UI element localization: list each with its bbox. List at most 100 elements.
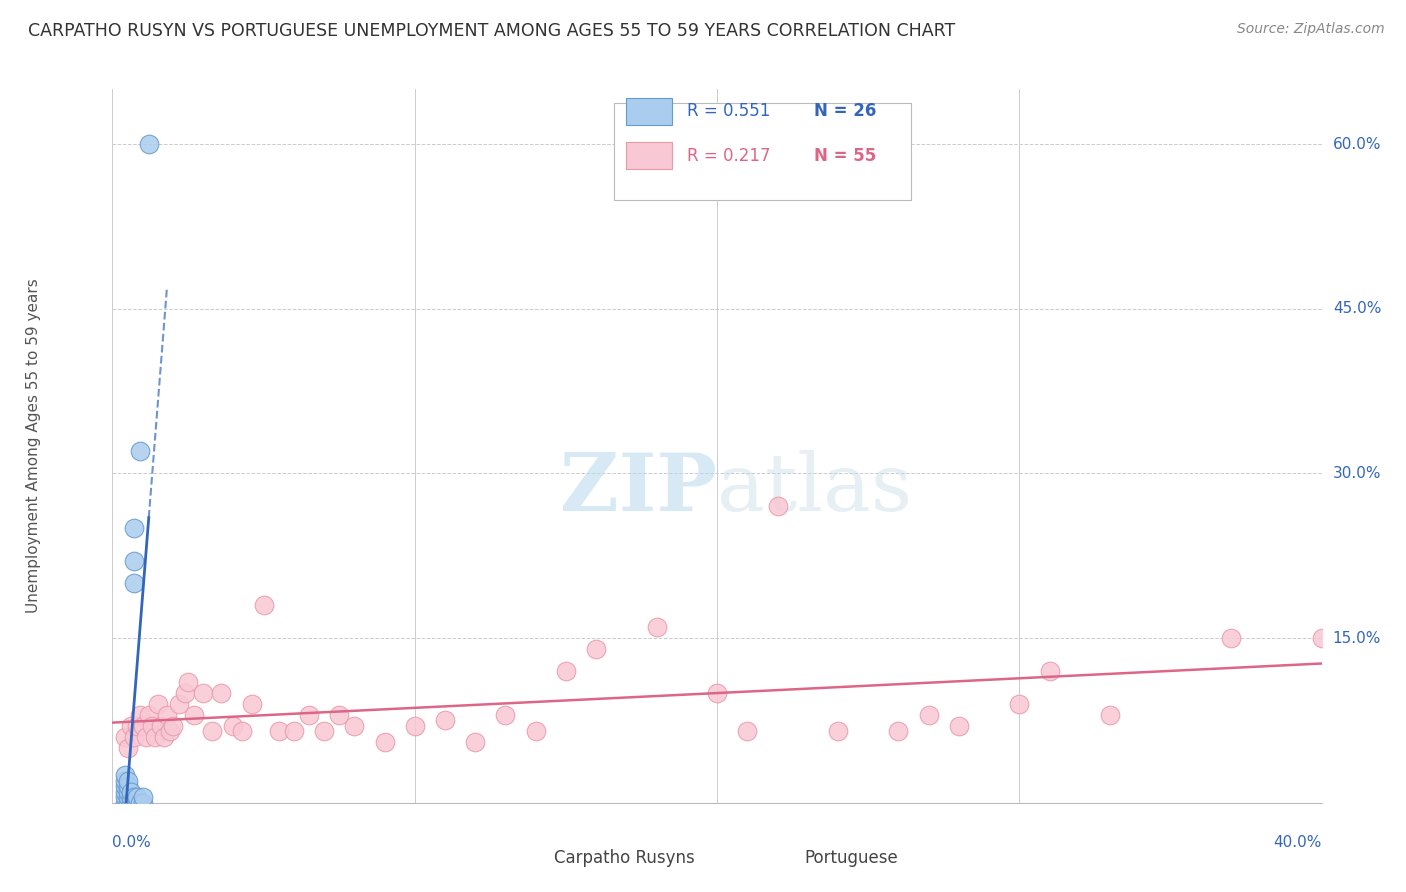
Point [114, 768, 136, 782]
Point [183, 708, 205, 723]
Text: Carpatho Rusyns: Carpatho Rusyns [554, 849, 695, 867]
Point [1310, 631, 1333, 645]
Point [141, 719, 163, 733]
Text: R = 0.217: R = 0.217 [686, 146, 770, 164]
Point [222, 719, 245, 733]
Point [114, 790, 136, 805]
Point [132, 796, 155, 810]
Text: CARPATHO RUSYN VS PORTUGUESE UNEMPLOYMENT AMONG AGES 55 TO 59 YEARS CORRELATION : CARPATHO RUSYN VS PORTUGUESE UNEMPLOYMEN… [28, 22, 955, 40]
Text: N = 26: N = 26 [814, 103, 876, 120]
Point [149, 719, 172, 733]
Point [209, 686, 232, 700]
Point [240, 697, 263, 711]
Point [114, 785, 136, 799]
Point [125, 790, 148, 805]
Point [117, 740, 139, 755]
Point [122, 796, 145, 810]
Point [122, 576, 145, 591]
Point [231, 724, 253, 739]
Text: 0.0%: 0.0% [112, 835, 152, 850]
Point [135, 730, 157, 744]
Point [132, 790, 155, 805]
Point [122, 730, 145, 744]
Point [138, 137, 160, 152]
Point [191, 686, 214, 700]
Point [404, 719, 426, 733]
Point [267, 724, 290, 739]
Point [117, 785, 139, 799]
Text: N = 55: N = 55 [814, 146, 876, 164]
Point [554, 664, 576, 678]
Point [464, 735, 486, 749]
Point [114, 730, 136, 744]
Point [117, 780, 139, 794]
Point [120, 790, 142, 805]
Text: Portuguese: Portuguese [804, 849, 898, 867]
Point [1038, 664, 1062, 678]
Point [343, 719, 366, 733]
Text: 40.0%: 40.0% [1274, 835, 1322, 850]
Point [827, 724, 849, 739]
Point [887, 724, 910, 739]
Point [201, 724, 224, 739]
Point [585, 642, 607, 657]
Point [1008, 697, 1031, 711]
Text: R = 0.551: R = 0.551 [686, 103, 770, 120]
Point [645, 620, 668, 634]
Point [117, 796, 139, 810]
Point [153, 730, 176, 744]
Point [174, 686, 197, 700]
Point [177, 675, 200, 690]
Text: ZIP: ZIP [560, 450, 717, 528]
Point [117, 790, 139, 805]
Point [122, 790, 145, 805]
Point [114, 780, 136, 794]
Point [328, 708, 350, 723]
Point [162, 719, 184, 733]
Point [114, 796, 136, 810]
Point [283, 724, 305, 739]
Point [120, 796, 142, 810]
Text: 15.0%: 15.0% [1333, 631, 1381, 646]
Bar [754, 847, 792, 869]
Point [125, 719, 148, 733]
Point [120, 785, 142, 799]
Point [524, 724, 547, 739]
Point [114, 773, 136, 788]
Text: 45.0%: 45.0% [1333, 301, 1381, 317]
Point [146, 697, 169, 711]
Text: Source: ZipAtlas.com: Source: ZipAtlas.com [1237, 22, 1385, 37]
Bar [506, 847, 544, 869]
Bar [626, 142, 672, 169]
Point [1098, 708, 1121, 723]
Text: Unemployment Among Ages 55 to 59 years: Unemployment Among Ages 55 to 59 years [27, 278, 41, 614]
Point [1220, 631, 1243, 645]
Point [918, 708, 941, 723]
Point [132, 719, 155, 733]
Point [143, 730, 166, 744]
Point [120, 719, 142, 733]
Text: 30.0%: 30.0% [1333, 466, 1381, 481]
Point [128, 444, 150, 458]
Point [495, 708, 517, 723]
Point [122, 554, 145, 568]
Point [128, 708, 150, 723]
Point [156, 708, 179, 723]
Bar [626, 98, 672, 125]
Text: 60.0%: 60.0% [1333, 136, 1381, 152]
Point [138, 708, 160, 723]
Point [117, 773, 139, 788]
Point [125, 796, 148, 810]
Point [159, 724, 181, 739]
Point [314, 724, 336, 739]
Point [706, 686, 728, 700]
FancyBboxPatch shape [614, 103, 911, 200]
Point [298, 708, 321, 723]
Point [374, 735, 396, 749]
Point [766, 500, 789, 514]
Point [737, 724, 759, 739]
Point [948, 719, 970, 733]
Point [253, 598, 276, 612]
Point [128, 796, 150, 810]
Text: atlas: atlas [717, 450, 912, 528]
